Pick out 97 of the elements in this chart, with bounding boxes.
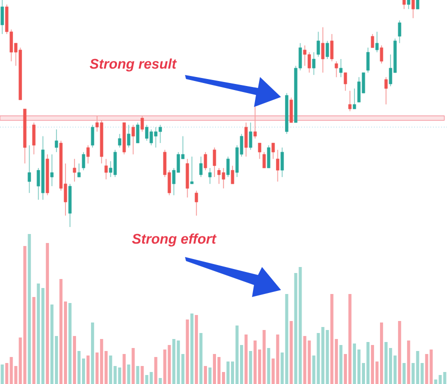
candlestick — [118, 133, 122, 148]
bar — [326, 330, 329, 384]
candlestick — [366, 47, 370, 74]
candlestick — [244, 122, 248, 158]
candlestick — [370, 34, 374, 48]
annotation: Strong result — [90, 58, 177, 72]
bar — [77, 351, 81, 384]
bar — [366, 342, 370, 384]
bar — [194, 315, 198, 384]
candlestick — [28, 144, 31, 194]
candlestick — [104, 158, 108, 180]
bar — [127, 364, 130, 384]
bar — [154, 357, 158, 384]
bar — [28, 234, 31, 384]
candlestick — [267, 144, 270, 168]
bar — [140, 366, 144, 384]
bar — [402, 363, 406, 384]
bar — [226, 362, 230, 384]
candlestick — [136, 122, 140, 144]
bar — [380, 322, 384, 384]
bar — [91, 322, 94, 384]
bar — [370, 345, 374, 384]
bar — [249, 351, 252, 384]
candlestick — [254, 106, 257, 139]
bar — [168, 345, 171, 384]
candlestick — [330, 34, 334, 62]
bar — [0, 364, 4, 384]
bar — [72, 336, 76, 384]
candlestick — [0, 0, 4, 34]
bar — [199, 333, 202, 384]
candlestick — [348, 90, 352, 112]
candlestick — [398, 20, 402, 44]
bar — [208, 368, 212, 384]
bar — [86, 356, 90, 384]
candlestick — [90, 124, 94, 148]
bar — [68, 303, 72, 384]
candlestick — [344, 72, 347, 92]
candlestick — [199, 156, 203, 178]
candlestick — [280, 147, 284, 178]
bar — [244, 334, 248, 384]
bar — [23, 246, 26, 384]
annotation: Strong effort — [132, 233, 217, 246]
candlestick — [190, 156, 194, 184]
candlestick — [316, 31, 320, 58]
candlestick — [384, 76, 388, 105]
bar — [32, 297, 36, 384]
candlestick — [326, 40, 329, 60]
bar — [46, 243, 49, 384]
candlestick — [230, 165, 234, 184]
bar — [254, 340, 257, 384]
candlestick — [72, 158, 76, 182]
candlestick — [258, 142, 262, 160]
candlestick — [86, 144, 90, 164]
bar — [384, 342, 388, 384]
bar — [348, 294, 352, 384]
bar — [267, 348, 270, 384]
candlestick — [204, 152, 208, 171]
candlestick — [194, 190, 198, 216]
candlestick — [272, 142, 275, 160]
bar — [132, 348, 135, 384]
candlestick — [321, 26, 324, 74]
candlestick — [127, 124, 130, 148]
candlestick — [132, 124, 135, 155]
bar — [122, 354, 126, 384]
bar — [217, 357, 221, 384]
bar — [212, 354, 216, 384]
candlestick — [77, 162, 81, 178]
candlestick — [248, 122, 252, 150]
bar — [204, 366, 207, 384]
candlestick — [208, 168, 212, 184]
bar — [109, 356, 112, 384]
candlestick — [276, 149, 280, 182]
bar — [136, 366, 140, 384]
candlestick — [334, 60, 338, 78]
candlestick — [226, 156, 230, 178]
candlestick — [312, 52, 316, 76]
candlestick — [32, 122, 36, 155]
bar — [190, 314, 194, 384]
candlestick — [82, 152, 86, 171]
candlestick — [375, 31, 379, 53]
bar — [339, 345, 342, 384]
candlestick — [262, 152, 266, 168]
candlestick — [290, 97, 293, 124]
candlestick — [212, 147, 216, 178]
candlestick — [357, 76, 361, 103]
candlestick — [339, 58, 342, 78]
candlestick — [380, 44, 384, 64]
candlestick — [412, 0, 415, 19]
bar — [407, 340, 410, 384]
candlestick — [140, 115, 144, 132]
bar — [186, 320, 189, 384]
candlestick — [54, 128, 58, 153]
bar — [398, 321, 402, 384]
bar — [290, 321, 293, 384]
candlestick — [352, 88, 356, 110]
candlestick — [50, 154, 54, 187]
bar — [158, 378, 162, 384]
